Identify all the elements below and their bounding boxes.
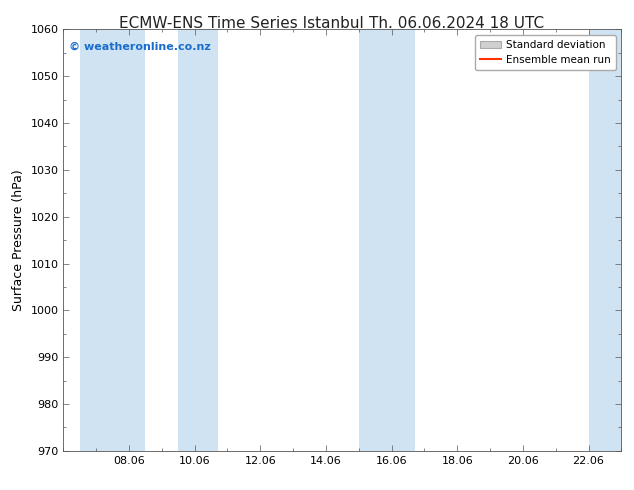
Text: © weatheronline.co.nz: © weatheronline.co.nz xyxy=(69,42,210,52)
Legend: Standard deviation, Ensemble mean run: Standard deviation, Ensemble mean run xyxy=(475,35,616,70)
Bar xyxy=(588,29,621,451)
Y-axis label: Surface Pressure (hPa): Surface Pressure (hPa) xyxy=(12,169,25,311)
Bar xyxy=(80,29,145,451)
Text: ECMW-ENS Time Series Istanbul: ECMW-ENS Time Series Istanbul xyxy=(119,16,363,31)
Bar xyxy=(359,29,415,451)
Bar xyxy=(178,29,217,451)
Text: Th. 06.06.2024 18 UTC: Th. 06.06.2024 18 UTC xyxy=(369,16,544,31)
